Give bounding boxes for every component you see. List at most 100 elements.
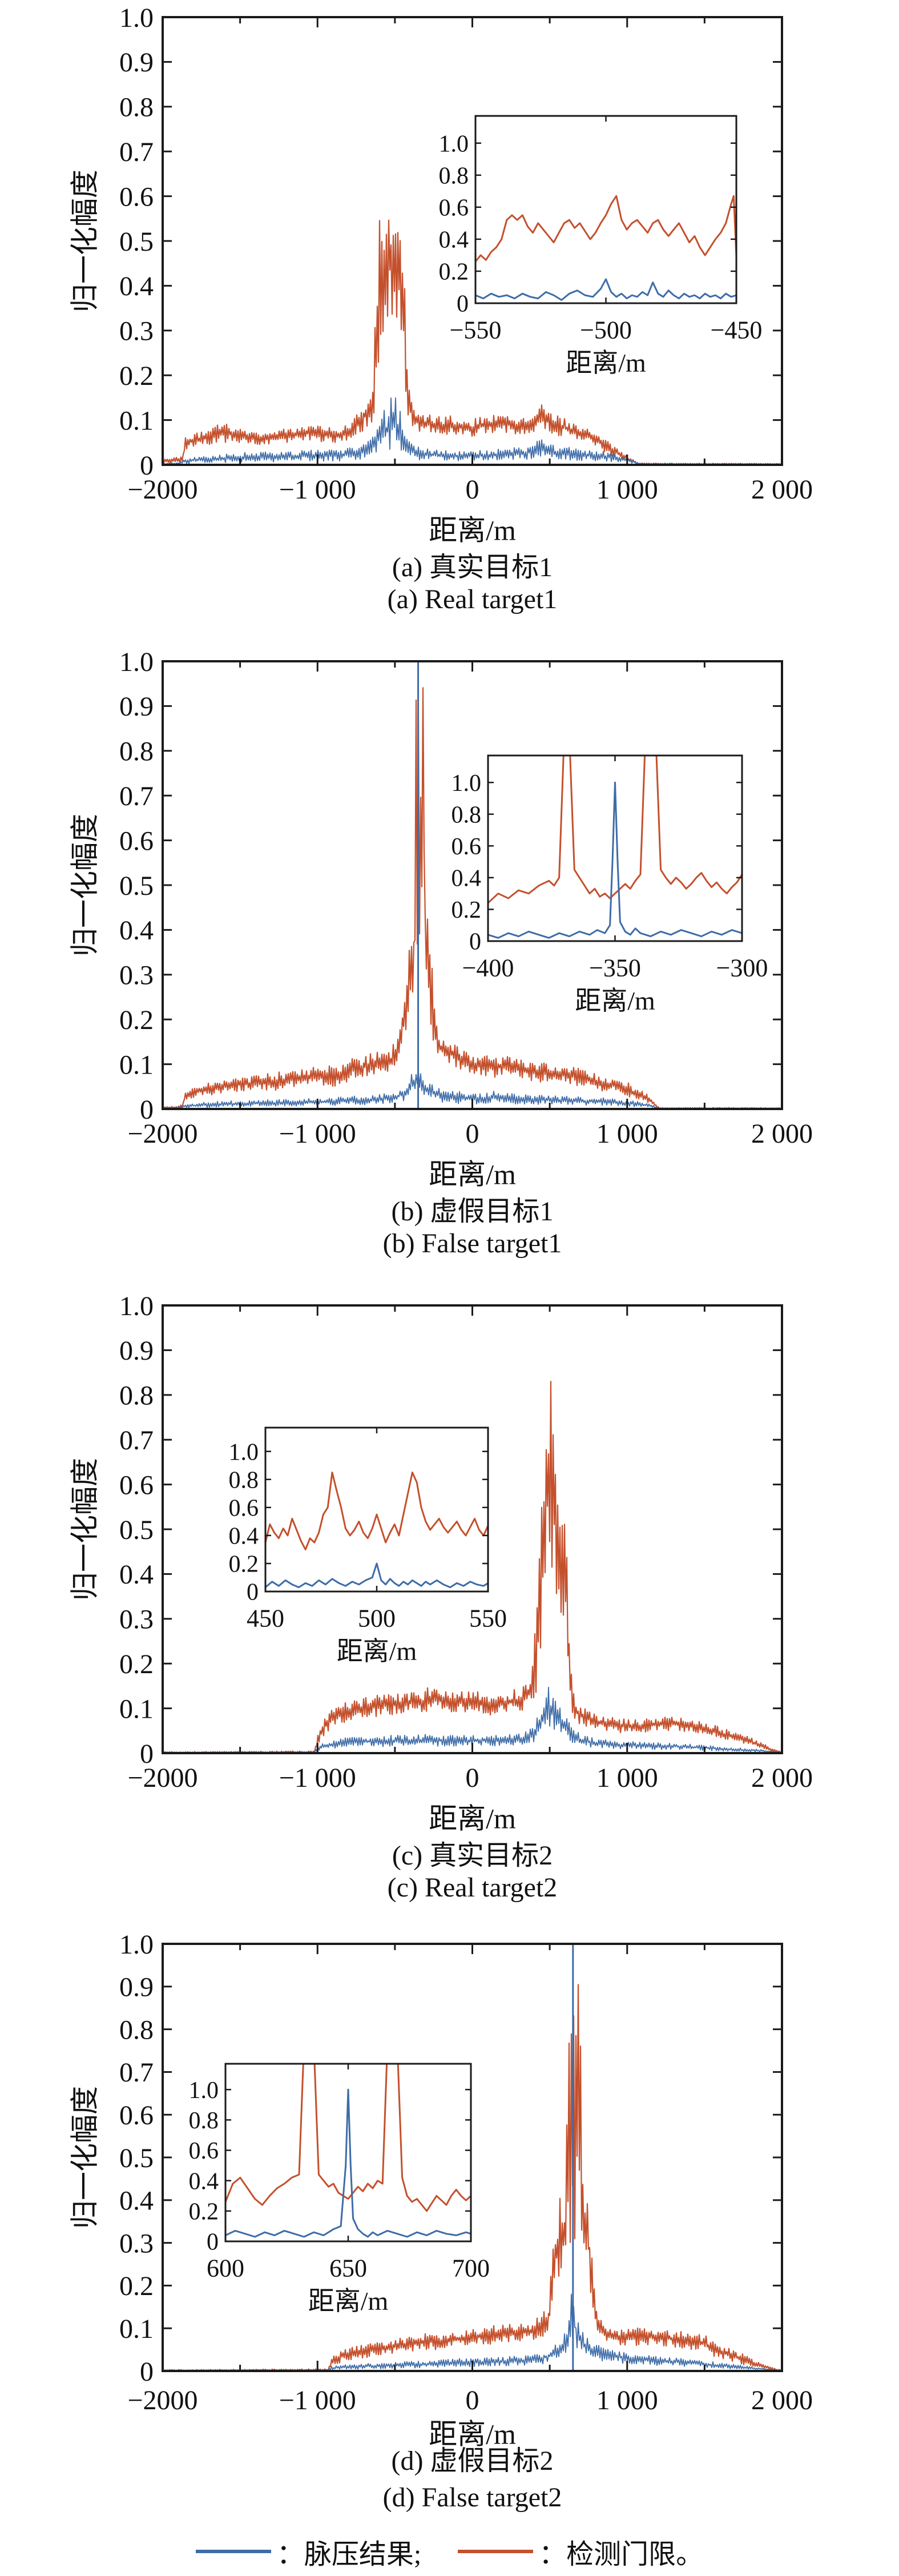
subplot-b: −2000 −1 000 0 1 000 2 000 0 0.1 0.2 0.3 0.4 0.5 0.… (0, 644, 899, 1288)
svg-text:0.2: 0.2 (119, 361, 154, 391)
svg-text:0.8: 0.8 (119, 1381, 154, 1411)
svg-text:600: 600 (207, 2254, 244, 2282)
svg-text:0.8: 0.8 (119, 737, 154, 767)
svg-text:距离/m: 距离/m (566, 348, 646, 377)
svg-text:0.2: 0.2 (229, 1552, 259, 1578)
svg-text:距离/m: 距离/m (429, 515, 516, 546)
svg-text:−500: −500 (580, 316, 632, 344)
svg-text:0.6: 0.6 (119, 182, 154, 212)
svg-text:1.0: 1.0 (229, 1439, 259, 1465)
svg-text:0.5: 0.5 (119, 227, 154, 257)
svg-text:550: 550 (469, 1604, 507, 1632)
svg-text:0.7: 0.7 (119, 1425, 154, 1456)
svg-text:0.7: 0.7 (119, 781, 154, 811)
legend-item-detection-threshold: ：检测门限。 (458, 2531, 703, 2571)
chart-c: −2000 −1 000 0 1 000 2 000 0 0.1 0.2 0.3 0.4 0.5 0.… (69, 1291, 813, 1835)
svg-text:−2000: −2000 (127, 1763, 197, 1793)
svg-text:0.2: 0.2 (189, 2199, 219, 2225)
svg-text:1 000: 1 000 (596, 2385, 658, 2416)
svg-text:0.4: 0.4 (119, 2186, 154, 2216)
svg-text:−1 000: −1 000 (279, 1119, 356, 1149)
svg-text:0.3: 0.3 (119, 961, 154, 991)
chart-d: −2000 −1 000 0 1 000 2 000 0 0.1 0.2 0.3 0.4 0.5 0.… (69, 1932, 813, 2450)
svg-text:0.4: 0.4 (119, 1560, 154, 1590)
svg-text:0: 0 (140, 451, 154, 481)
svg-text:0: 0 (140, 1095, 154, 1125)
svg-text:450: 450 (247, 1604, 284, 1632)
svg-text:0.2: 0.2 (451, 897, 482, 923)
svg-text:0.1: 0.1 (119, 1050, 154, 1080)
caption-c-en: (c) Real target2 (387, 1872, 558, 1903)
svg-text:归一化幅度: 归一化幅度 (69, 2086, 101, 2229)
svg-text:1.0: 1.0 (119, 647, 154, 677)
svg-text:1.0: 1.0 (119, 1291, 154, 1321)
svg-text:1.0: 1.0 (451, 770, 482, 797)
svg-text:距离/m: 距离/m (429, 1159, 516, 1191)
svg-text:0.5: 0.5 (119, 2143, 154, 2173)
svg-text:0.8: 0.8 (119, 2015, 154, 2045)
svg-text:0.8: 0.8 (439, 163, 469, 189)
svg-text:0.6: 0.6 (119, 1470, 154, 1500)
svg-text:−1 000: −1 000 (279, 2385, 356, 2416)
svg-text:0: 0 (466, 475, 479, 505)
svg-text:0.6: 0.6 (229, 1496, 259, 1522)
svg-text:距离/m: 距离/m (575, 986, 655, 1015)
svg-text:0.4: 0.4 (229, 1524, 259, 1550)
svg-text:0.9: 0.9 (119, 692, 154, 722)
svg-text:0: 0 (457, 291, 469, 318)
legend-label-pulse-compression: ：脉压结果; (276, 2539, 422, 2570)
legend-label-detection-threshold: ：检测门限。 (539, 2539, 704, 2570)
svg-text:0: 0 (466, 2385, 479, 2416)
svg-text:0.6: 0.6 (451, 834, 482, 860)
svg-text:归一化幅度: 归一化幅度 (69, 170, 101, 312)
svg-text:0.6: 0.6 (119, 826, 154, 856)
caption-d-cn: (d) 虚假目标2 (391, 2446, 554, 2476)
svg-text:距离/m: 距离/m (429, 2418, 516, 2450)
subplot-c: −2000 −1 000 0 1 000 2 000 0 0.1 0.2 0.3 0.4 0.5 0.… (0, 1288, 899, 1932)
svg-text:0.2: 0.2 (439, 259, 469, 286)
svg-text:0.9: 0.9 (119, 1972, 154, 2003)
chart-a: −2000 −1 000 0 1 000 2 000 0 0.1 0.2 0.3 0.4 0.5 0.… (69, 3, 813, 546)
svg-text:1 000: 1 000 (596, 1763, 658, 1793)
svg-text:−1 000: −1 000 (279, 1763, 356, 1793)
svg-text:−2000: −2000 (127, 1119, 197, 1149)
svg-text:0.7: 0.7 (119, 2057, 154, 2088)
svg-text:0.4: 0.4 (119, 915, 154, 946)
svg-text:距离/m: 距离/m (337, 1637, 417, 1666)
svg-text:2 000: 2 000 (751, 1763, 813, 1793)
svg-text:650: 650 (329, 2254, 367, 2282)
svg-text:0.5: 0.5 (119, 1515, 154, 1545)
svg-text:0.5: 0.5 (119, 871, 154, 901)
svg-text:0.4: 0.4 (439, 227, 469, 254)
svg-text:700: 700 (452, 2254, 490, 2282)
svg-text:−450: −450 (711, 316, 763, 344)
svg-text:0.2: 0.2 (119, 1649, 154, 1679)
svg-text:归一化幅度: 归一化幅度 (69, 1458, 101, 1601)
svg-text:0.4: 0.4 (119, 271, 154, 302)
svg-text:0: 0 (247, 1580, 259, 1606)
svg-text:−2000: −2000 (127, 2385, 197, 2416)
svg-text:−550: −550 (450, 316, 502, 344)
subplot-a: −2000 −1 000 0 1 000 2 000 0 0.1 0.2 0.3 0.4 0.5 0.… (0, 0, 899, 644)
svg-text:0.2: 0.2 (119, 2271, 154, 2301)
svg-text:2 000: 2 000 (751, 2385, 813, 2416)
figure-legend: ：脉压结果; ：检测门限。 (0, 2526, 899, 2576)
caption-b-en: (b) False target1 (382, 1228, 562, 1259)
caption-b-cn: (b) 虚假目标1 (391, 1196, 554, 1227)
svg-text:0.1: 0.1 (119, 405, 154, 436)
pulse-compression-line-swatch (195, 2549, 271, 2553)
svg-text:0.3: 0.3 (119, 2228, 154, 2258)
caption-d-en: (d) False target2 (382, 2482, 562, 2513)
svg-text:0: 0 (466, 1763, 479, 1793)
svg-text:0.7: 0.7 (119, 137, 154, 167)
svg-text:0.4: 0.4 (189, 2168, 219, 2195)
caption-c-cn: (c) 真实目标2 (392, 1840, 553, 1871)
subplot-d: −2000 −1 000 0 1 000 2 000 0 0.1 0.2 0.3 0.4 0.5 0.… (0, 1932, 899, 2526)
svg-text:0.1: 0.1 (119, 2314, 154, 2344)
svg-text:0.9: 0.9 (119, 1336, 154, 1366)
svg-text:1.0: 1.0 (189, 2077, 219, 2104)
svg-text:0.8: 0.8 (119, 93, 154, 123)
svg-text:0: 0 (207, 2229, 219, 2256)
svg-text:0: 0 (140, 1739, 154, 1769)
